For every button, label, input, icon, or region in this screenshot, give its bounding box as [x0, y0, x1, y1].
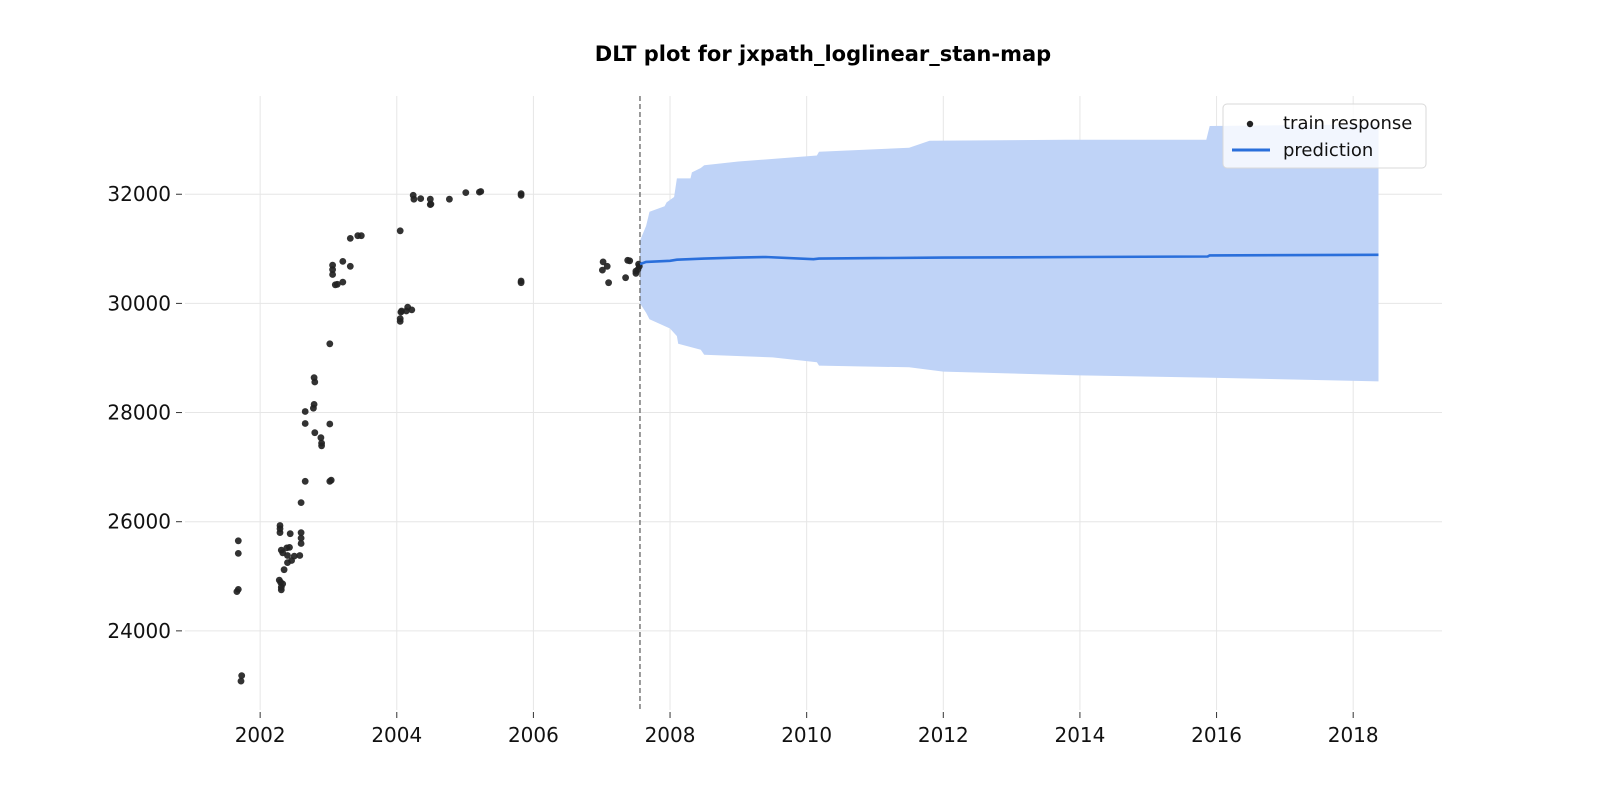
train-response-point: [333, 280, 341, 288]
train-response-point: [329, 266, 336, 273]
train-response-point: [297, 534, 305, 542]
train-response-point: [603, 262, 611, 270]
train-response-point: [296, 552, 304, 559]
chart-title: DLT plot for jxpath_loglinear_stan-map: [595, 42, 1051, 66]
train-response-point: [297, 540, 305, 547]
y-tick-label: 32000: [107, 182, 171, 206]
train-response-point: [417, 195, 425, 203]
train-response-point: [398, 307, 405, 315]
train-response-point: [605, 279, 612, 287]
train-response-point: [357, 232, 365, 240]
train-response-point: [311, 429, 319, 437]
train-response-point: [426, 201, 434, 209]
train-response-point: [310, 404, 317, 412]
x-tick-label: 2014: [1054, 723, 1105, 747]
train-response-point: [297, 529, 305, 536]
train-response-point: [326, 420, 334, 428]
x-tick-label: 2010: [781, 723, 832, 747]
train-response-point: [346, 235, 354, 242]
train-response-point: [326, 340, 334, 348]
prediction-interval-band: [640, 124, 1379, 382]
train-response-point: [277, 586, 285, 594]
x-axis-ticks: 2002 2004 2006 2008 2010 2012 2014 2016 2018: [235, 712, 1379, 747]
train-response-point: [622, 274, 629, 282]
train-response-point: [626, 257, 634, 265]
train-response-point: [297, 499, 305, 506]
train-response-point: [517, 279, 525, 287]
x-tick-label: 2002: [235, 723, 286, 747]
x-tick-label: 2004: [371, 723, 422, 747]
y-tick-label: 26000: [107, 510, 171, 534]
train-response-point: [396, 318, 404, 325]
train-response-point: [276, 529, 284, 536]
x-tick-label: 2018: [1328, 723, 1379, 747]
train-response-point: [301, 408, 309, 415]
x-tick-label: 2008: [645, 723, 696, 747]
prediction-line: [639, 253, 1379, 266]
legend: train response prediction: [1222, 103, 1427, 169]
train-response-point: [329, 271, 336, 278]
train-response-point: [301, 477, 309, 485]
train-response-point: [233, 588, 241, 595]
train-response-point: [339, 278, 347, 286]
train-response-point: [280, 566, 288, 574]
train-response-point: [311, 378, 319, 386]
train-response-point: [318, 442, 325, 450]
legend-train-label: train response: [1283, 113, 1412, 134]
y-tick-label: 24000: [107, 619, 171, 643]
train-response-point: [517, 191, 525, 199]
train-response-point: [290, 552, 298, 560]
train-response-point: [599, 258, 607, 266]
train-response-point: [477, 188, 485, 195]
train-response-point: [446, 195, 453, 203]
train-response-point: [237, 677, 245, 685]
train-response-point: [402, 307, 410, 315]
train-response-point: [234, 537, 242, 545]
train-response-point: [396, 227, 404, 235]
y-axis-ticks: 24000 26000 28000 30000 32000: [107, 182, 182, 643]
train-response-point: [410, 195, 418, 203]
prediction-line-path: [639, 253, 1379, 266]
prediction-band-area: [640, 124, 1379, 382]
train-response-point: [599, 266, 606, 274]
train-response-point: [339, 258, 347, 265]
train-response-point: [462, 189, 470, 197]
train-response-point: [408, 306, 416, 314]
train-response-point: [284, 552, 291, 559]
train-response-point: [346, 262, 354, 270]
train-response-point: [238, 672, 246, 679]
legend-box: [1222, 103, 1427, 169]
train-response-point: [286, 544, 293, 551]
x-tick-label: 2016: [1191, 723, 1242, 747]
train-response-point: [317, 434, 325, 442]
legend-prediction-label: prediction: [1283, 140, 1373, 161]
x-tick-label: 2012: [918, 723, 969, 747]
legend-train-marker: [1246, 120, 1254, 128]
x-tick-label: 2006: [508, 723, 559, 747]
train-response-points: [233, 188, 643, 685]
y-tick-label: 30000: [107, 291, 171, 315]
train-response-point: [234, 550, 242, 557]
train-response-point: [326, 477, 334, 485]
y-tick-label: 28000: [107, 401, 171, 425]
train-response-point: [301, 420, 309, 427]
train-response-point: [286, 530, 294, 538]
